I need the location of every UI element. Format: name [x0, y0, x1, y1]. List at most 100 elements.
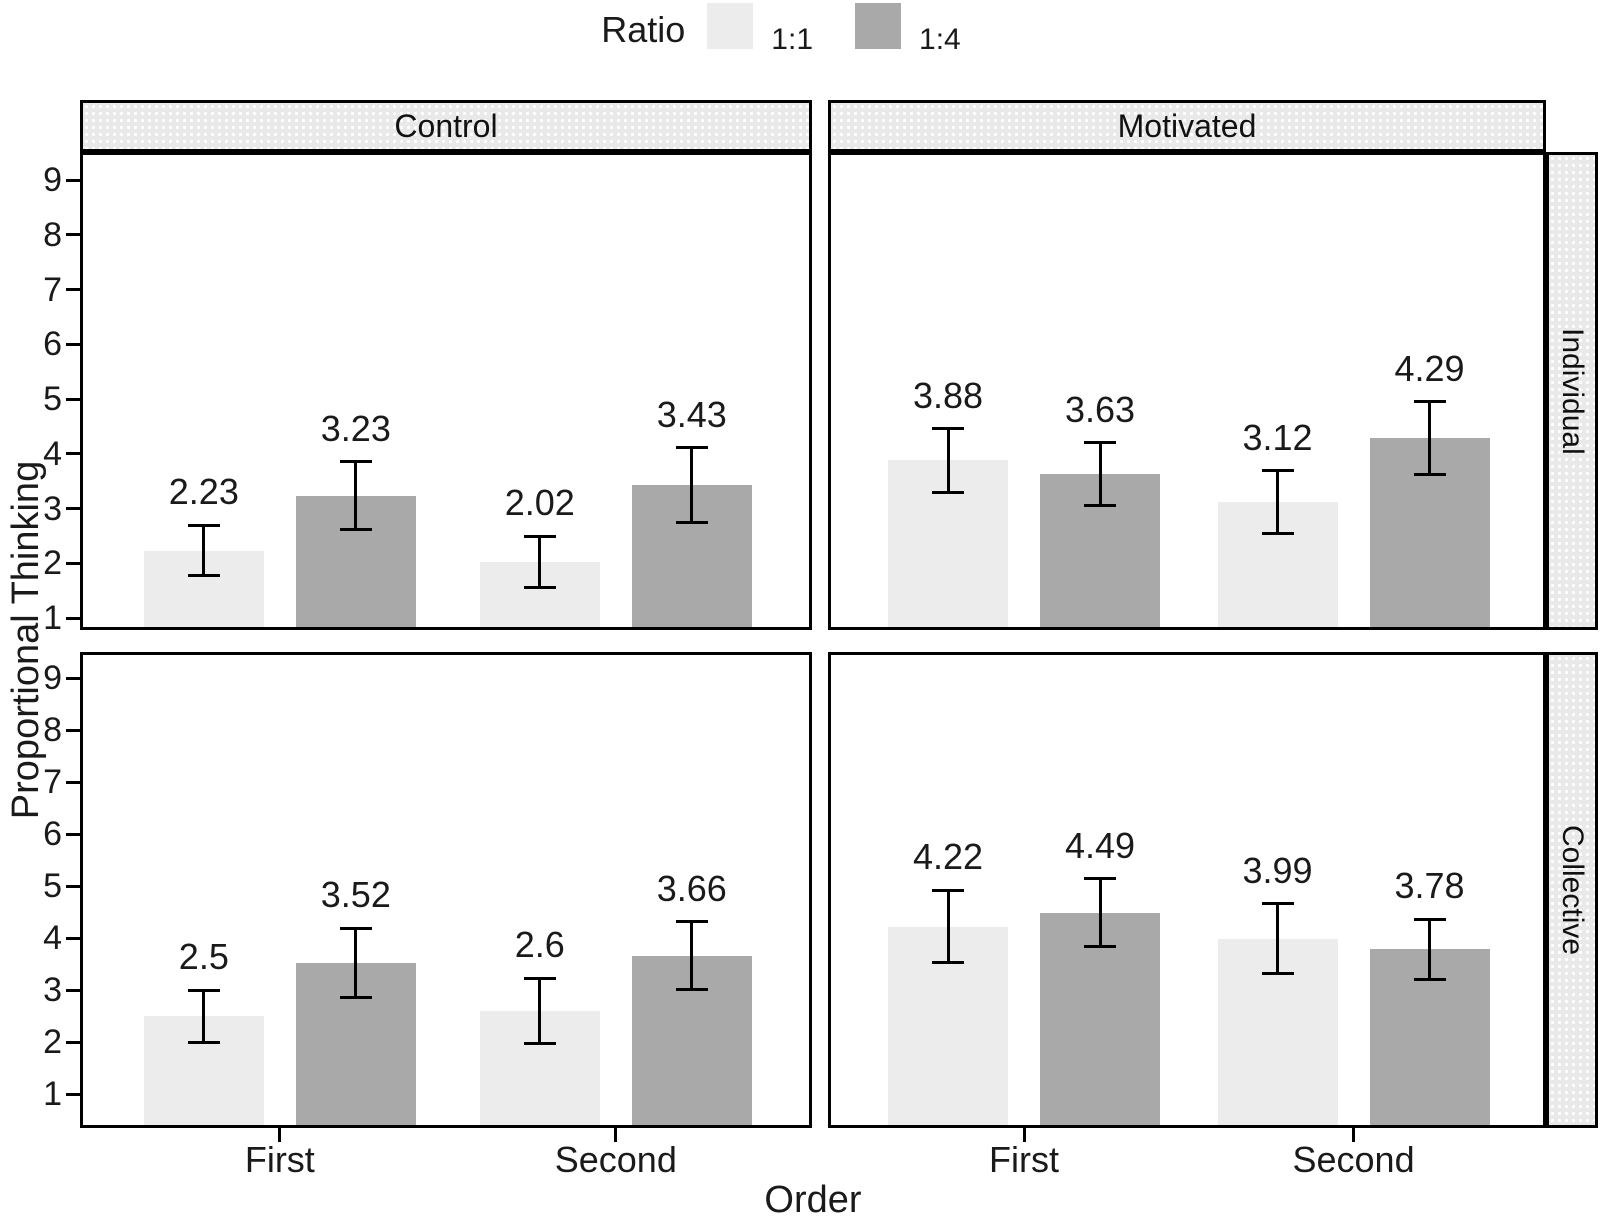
y-tick-label: 6	[43, 325, 62, 364]
bar-value-label: 3.23	[320, 407, 391, 449]
y-tick-mark	[66, 561, 80, 565]
error-bar-cap-top	[1084, 877, 1116, 881]
bar-value-label: 2.6	[514, 924, 565, 966]
y-tick-mark	[66, 676, 80, 680]
x-tick-mark	[614, 1128, 618, 1142]
error-bar-cap-top	[523, 534, 556, 538]
error-bar-cap-top	[1261, 902, 1294, 906]
y-tick-mark	[66, 832, 80, 836]
error-bar-line	[1098, 878, 1102, 947]
error-bar-cap-top	[1413, 917, 1446, 921]
error-bar-cap-bottom	[1084, 944, 1116, 948]
error-bar-cap-bottom	[675, 520, 708, 524]
y-tick-label: 5	[43, 867, 62, 905]
x-tick-mark	[1022, 1128, 1026, 1142]
bar-value-label: 2.5	[178, 936, 229, 977]
x-tick-mark	[1352, 1128, 1356, 1142]
error-bar-cap-top	[675, 446, 708, 450]
error-bar-cap-top	[932, 427, 964, 431]
error-bar-cap-top	[339, 926, 372, 930]
bar-value-label: 3.52	[320, 874, 391, 916]
y-tick-mark	[66, 288, 80, 291]
y-tick-mark	[66, 1040, 80, 1044]
error-bar-cap-bottom	[1261, 531, 1294, 535]
error-bar-cap-top	[1261, 469, 1294, 473]
facet-strip-motivated: Motivated	[828, 100, 1546, 152]
bar-value-label: 3.88	[912, 374, 984, 416]
x-tick-label: First	[244, 1139, 315, 1180]
y-tick-label: 9	[43, 161, 62, 199]
legend-swatch-1-4	[855, 3, 902, 49]
error-bar-cap-top	[1084, 441, 1116, 445]
error-bar-line	[538, 978, 542, 1044]
legend-title: Ratio	[601, 9, 686, 50]
y-tick-mark	[66, 178, 80, 182]
error-bar-line	[1428, 401, 1432, 474]
y-tick-mark	[66, 397, 80, 401]
bar-value-label: 2.02	[504, 482, 575, 524]
error-bar-line	[538, 536, 542, 588]
bar-value-label: 4.22	[912, 836, 984, 878]
x-tick-label: Second	[554, 1139, 677, 1180]
error-bar-cap-bottom	[523, 586, 556, 590]
y-tick-label: 7	[43, 763, 62, 801]
bar-value-label: 3.12	[1242, 416, 1313, 458]
error-bar-cap-top	[932, 888, 964, 892]
error-bar-cap-bottom	[339, 528, 372, 532]
error-bar-cap-bottom	[187, 574, 220, 578]
x-tick-label: Second	[1292, 1139, 1415, 1180]
y-tick-label: 3	[43, 971, 62, 1009]
error-bar-cap-bottom	[187, 1040, 220, 1044]
error-bar-cap-top	[187, 988, 220, 992]
legend: Ratio 1:1 1:4	[0, 2, 1604, 58]
bar-first-1-4	[1040, 912, 1160, 1125]
bar-value-label: 3.78	[1394, 865, 1465, 907]
error-bar-line	[354, 461, 358, 530]
error-bar-cap-bottom	[1413, 472, 1446, 476]
y-tick-mark	[66, 988, 80, 992]
y-tick-label: 8	[43, 215, 62, 254]
error-bar-line	[202, 990, 206, 1042]
error-bar-line	[202, 525, 206, 576]
error-bar-cap-bottom	[1413, 978, 1446, 982]
error-bar-line	[1276, 470, 1280, 534]
error-bar-cap-top	[339, 460, 372, 464]
y-tick-label: 7	[43, 270, 62, 309]
error-bar-cap-top	[187, 523, 220, 527]
y-tick-label: 4	[43, 919, 62, 957]
facet-strip-label: Collective	[1556, 824, 1589, 956]
error-bar-line	[690, 447, 694, 523]
facet-strip-control: Control	[80, 100, 812, 152]
facet-strip-individual: Individual	[1546, 152, 1598, 630]
bar-value-label: 3.63	[1064, 388, 1136, 430]
y-tick-label: 1	[43, 599, 62, 637]
facet-strip-label: Individual	[1556, 327, 1589, 455]
legend-entry-label: 1:1	[771, 23, 814, 56]
error-bar-line	[1428, 919, 1432, 980]
error-bar-line	[1276, 903, 1280, 974]
bar-value-label: 3.99	[1242, 849, 1313, 891]
y-tick-label: 8	[43, 711, 62, 749]
error-bar-line	[1098, 442, 1102, 506]
facet-strip-collective: Collective	[1546, 652, 1598, 1128]
legend-entry-label: 1:4	[919, 23, 961, 56]
y-tick-mark	[66, 728, 80, 732]
y-tick-label: 2	[43, 544, 62, 583]
y-tick-mark	[66, 452, 80, 456]
bar-value-label: 4.29	[1394, 347, 1465, 389]
y-tick-label: 4	[43, 434, 62, 473]
y-tick-mark	[66, 936, 80, 940]
error-bar-cap-bottom	[932, 961, 964, 965]
bar-value-label: 2.23	[168, 471, 239, 513]
y-tick-mark	[66, 233, 80, 237]
error-bar-line	[946, 428, 950, 493]
legend-swatch-1-1	[707, 3, 754, 49]
error-bar-cap-bottom	[675, 987, 708, 991]
error-bar-cap-bottom	[1261, 971, 1294, 975]
y-tick-label: 3	[43, 489, 62, 528]
error-bar-cap-top	[675, 920, 708, 924]
error-bar-cap-bottom	[339, 996, 372, 1000]
y-tick-label: 1	[43, 1075, 62, 1113]
error-bar-cap-top	[523, 976, 556, 980]
